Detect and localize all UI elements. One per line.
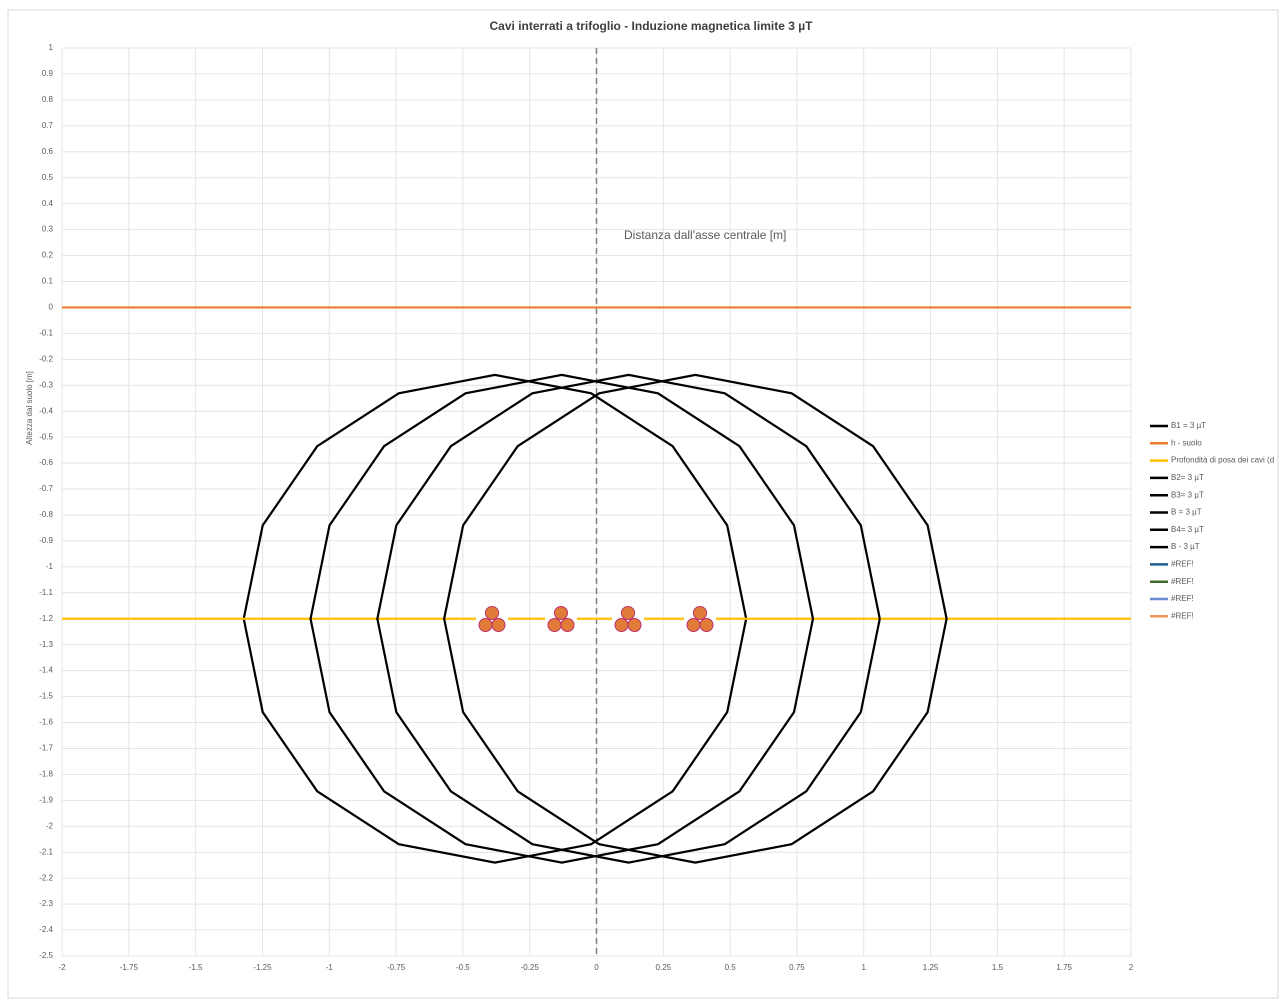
y-tick-label: -1.1: [39, 588, 53, 597]
y-tick-label: -2.3: [39, 899, 53, 908]
y-tick-label: -0.2: [39, 354, 53, 363]
y-tick-label: -1.3: [39, 640, 53, 649]
plot: [62, 306, 1131, 864]
chart-title: Cavi interrati a trifoglio - Induzione m…: [490, 19, 814, 33]
legend-label: #REF!: [1171, 577, 1194, 586]
x-tick-label: 2: [1129, 963, 1134, 972]
x-tick-label: 1: [862, 963, 867, 972]
cable-icon: [476, 604, 508, 636]
y-tick-label: -0.8: [39, 510, 53, 519]
y-tick-label: -1.5: [39, 692, 53, 701]
y-tick-label: -1.2: [39, 614, 53, 623]
y-tick-label: -1.7: [39, 744, 53, 753]
x-tick-label: 1.5: [992, 963, 1004, 972]
legend-label: B4= 3 µT: [1171, 525, 1204, 534]
series-line: [309, 373, 815, 864]
x-axis-title: Distanza dall'asse centrale [m]: [624, 228, 786, 242]
y-tick-label: -1: [46, 562, 54, 571]
y-tick-label: -0.1: [39, 328, 53, 337]
y-tick-label: 0.4: [42, 199, 54, 208]
legend-label: #REF!: [1171, 560, 1194, 569]
x-tick-label: -1.5: [189, 963, 203, 972]
y-tick-label: 0.5: [42, 173, 54, 182]
y-tick-label: -0.3: [39, 380, 53, 389]
y-tick-label: 0.3: [42, 225, 54, 234]
y-tick-label: -2: [46, 821, 54, 830]
x-tick-label: 1.75: [1056, 963, 1072, 972]
y-tick-label: -2.4: [39, 925, 53, 934]
cable-icon: [684, 604, 716, 636]
x-tick-label: 0.25: [656, 963, 672, 972]
legend-label: h - suolo: [1171, 438, 1202, 447]
y-tick-label: 0: [49, 303, 54, 312]
legend-label: B - 3 µT: [1171, 542, 1200, 551]
x-tick-label: 1.25: [923, 963, 939, 972]
y-tick-label: 0.2: [42, 251, 54, 260]
x-tick-label: -1: [326, 963, 334, 972]
series-line: [443, 373, 948, 864]
y-tick-label: -2.1: [39, 847, 53, 856]
cable-icon: [612, 604, 644, 636]
x-tick-label: -1.25: [253, 963, 272, 972]
legend-label: Profondità di posa dei cavi (d: [1171, 456, 1274, 465]
y-tick-label: -1.4: [39, 666, 53, 675]
legend-label: B = 3 µT: [1171, 508, 1202, 517]
grid: -2 -1.75 -1.5 -1.25 -1 -0.75 -0.5 -0.25 0 0.25 0.5…: [39, 43, 1134, 972]
cable-icons: [476, 604, 716, 636]
x-tick-label: -1.75: [120, 963, 139, 972]
y-tick-label: 0.6: [42, 147, 54, 156]
y-tick-label: -1.8: [39, 770, 53, 779]
x-tick-label: -0.5: [456, 963, 470, 972]
y-tick-label: -1.9: [39, 795, 53, 804]
y-tick-label: -0.4: [39, 406, 53, 415]
y-tick-label: 0.7: [42, 121, 54, 130]
y-tick-label: 0.8: [42, 95, 54, 104]
legend: B1 = 3 µT h - suolo Profondità di posa dei…: [1150, 421, 1274, 620]
legend-label: B3= 3 µT: [1171, 490, 1204, 499]
y-tick-label: -0.6: [39, 458, 53, 467]
y-tick-label: 0.9: [42, 69, 54, 78]
legend-label: #REF!: [1171, 594, 1194, 603]
chart-border: [7, 9, 1279, 999]
y-tick-label: 0.1: [42, 277, 54, 286]
series-line: [376, 373, 881, 864]
x-tick-label: -0.25: [521, 963, 540, 972]
y-tick-label: -2.5: [39, 951, 53, 960]
x-tick-label: 0: [594, 963, 599, 972]
y-tick-label: -1.6: [39, 718, 53, 727]
legend-label: B2= 3 µT: [1171, 473, 1204, 482]
x-tick-label: 0.5: [725, 963, 737, 972]
x-tick-label: -2: [58, 963, 66, 972]
y-tick-label: -2.2: [39, 873, 53, 882]
y-tick-label: 1: [49, 43, 54, 52]
legend-label: B1 = 3 µT: [1171, 421, 1206, 430]
y-tick-label: -0.9: [39, 536, 53, 545]
x-tick-label: -0.75: [387, 963, 406, 972]
cable-icon: [545, 604, 577, 636]
legend-label: #REF!: [1171, 611, 1194, 620]
y-axis-title: Altezza dal suolo [m]: [25, 371, 34, 445]
y-tick-label: -0.5: [39, 432, 53, 441]
y-tick-label: -0.7: [39, 484, 53, 493]
x-tick-label: 0.75: [789, 963, 805, 972]
